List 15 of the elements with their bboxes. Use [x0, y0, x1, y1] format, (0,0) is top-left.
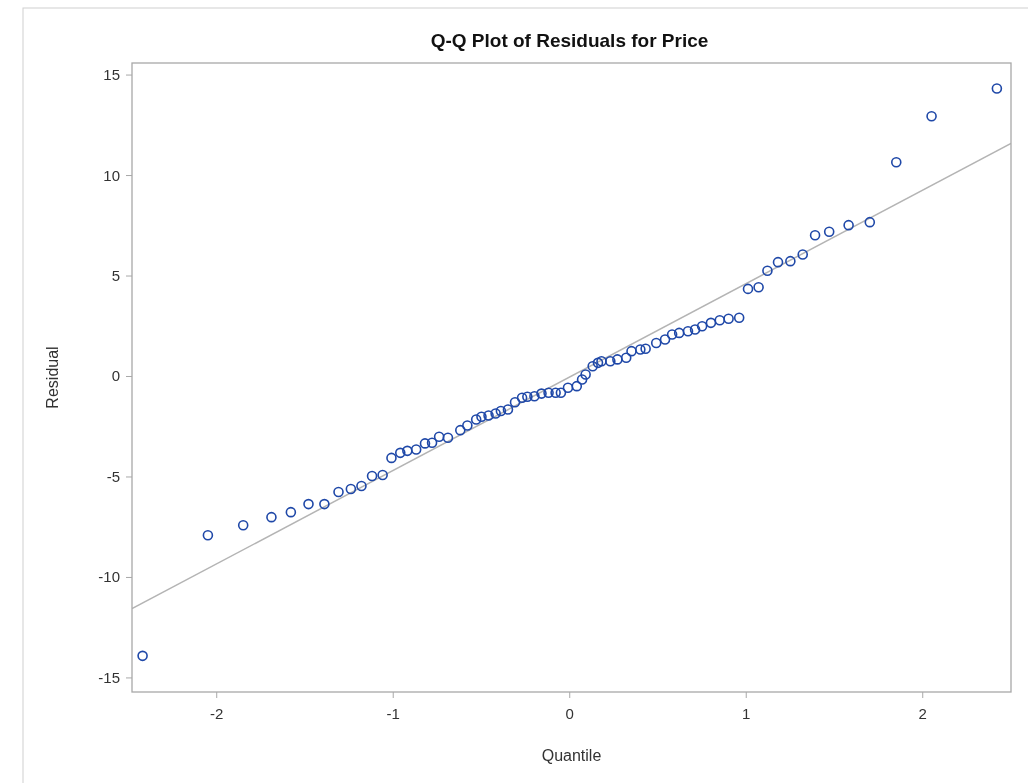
x-tick-label: 1: [742, 705, 751, 722]
x-tick-label: -1: [386, 705, 400, 722]
y-tick-label: 10: [103, 166, 120, 184]
y-axis-title: Residual: [44, 346, 61, 409]
x-tick-label: -2: [210, 705, 224, 722]
x-tick-label: 0: [565, 705, 574, 722]
chart-title: Q-Q Plot of Residuals for Price: [430, 30, 709, 51]
y-tick-label: 5: [111, 267, 120, 285]
y-tick-label: -15: [98, 668, 120, 686]
x-tick-label: 2: [918, 705, 927, 722]
x-axis-title: Quantile: [541, 747, 602, 764]
y-tick-label: -10: [98, 568, 120, 586]
y-tick-label: 0: [111, 367, 120, 385]
y-tick-label: 15: [103, 66, 120, 84]
y-tick-label: -5: [106, 467, 120, 485]
